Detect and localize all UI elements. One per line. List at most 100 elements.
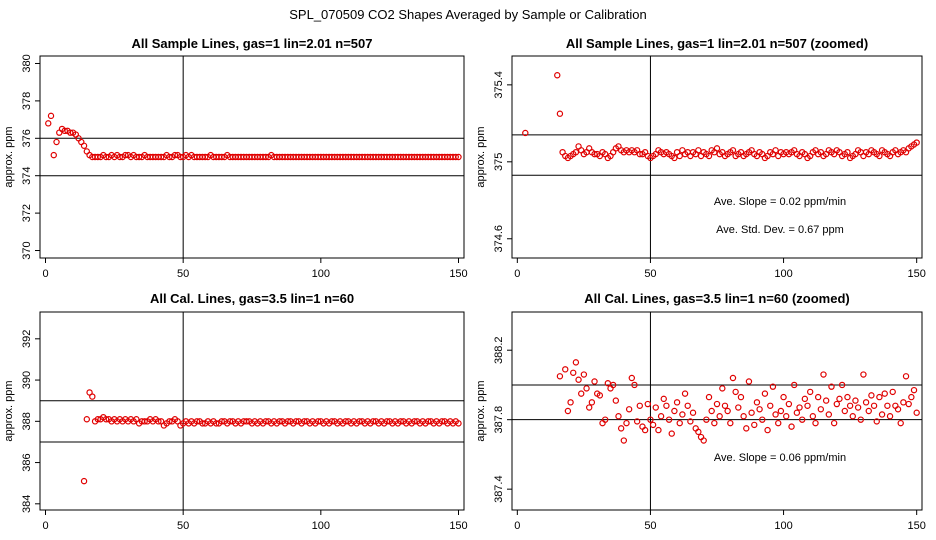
plot-frame xyxy=(39,55,465,259)
data-point xyxy=(652,404,659,411)
data-point xyxy=(166,153,173,161)
data-point xyxy=(822,397,830,404)
data-point xyxy=(141,418,148,425)
data-point xyxy=(135,153,143,161)
data-point xyxy=(620,437,628,444)
data-point xyxy=(878,411,886,418)
data-point xyxy=(397,418,404,425)
data-point xyxy=(218,418,225,425)
data-point xyxy=(218,153,225,161)
data-point xyxy=(772,147,779,154)
panel-cal-lines-zoomed: All Cal. Lines, gas=3.5 lin=1 n=60 (zoom… xyxy=(475,291,926,532)
data-point xyxy=(737,393,745,401)
x-tick-label: 150 xyxy=(907,520,925,532)
panel-title: All Cal. Lines, gas=3.5 lin=1 n=60 xyxy=(150,291,354,306)
data-point xyxy=(679,411,686,418)
data-point xyxy=(655,426,662,434)
data-point xyxy=(838,381,846,389)
x-tick-label: 0 xyxy=(514,268,520,280)
data-point xyxy=(801,395,809,403)
data-point xyxy=(764,426,771,434)
data-point xyxy=(849,413,856,420)
data-point xyxy=(572,148,580,156)
data-point xyxy=(761,390,769,397)
y-tick-label: 390 xyxy=(21,371,33,389)
y-tick-label: 376 xyxy=(21,129,33,147)
data-point xyxy=(884,402,891,409)
data-point xyxy=(721,402,729,409)
data-point xyxy=(567,399,574,406)
data-point xyxy=(711,419,718,427)
y-tick-label: 374 xyxy=(21,167,33,185)
data-point xyxy=(798,416,806,423)
data-point xyxy=(61,127,68,135)
data-point xyxy=(817,406,825,413)
data-point xyxy=(783,413,790,420)
plot-frame xyxy=(39,311,465,511)
data-point xyxy=(644,400,651,408)
data-point xyxy=(748,409,755,416)
data-point xyxy=(80,477,88,485)
data-point xyxy=(732,388,739,396)
data-point xyxy=(724,407,731,415)
data-point xyxy=(841,407,848,415)
data-point xyxy=(596,392,604,399)
data-point xyxy=(745,378,753,385)
data-point xyxy=(80,142,88,149)
x-tick-label: 100 xyxy=(312,268,330,280)
data-point xyxy=(369,418,377,425)
data-point xyxy=(455,153,462,161)
data-point xyxy=(663,402,670,409)
data-point xyxy=(788,423,795,430)
data-point xyxy=(753,399,761,406)
data-point xyxy=(356,418,363,425)
data-point xyxy=(636,150,643,158)
data-point xyxy=(314,418,322,425)
x-tick-label: 0 xyxy=(42,520,48,532)
data-point xyxy=(102,153,110,161)
data-point xyxy=(411,418,418,425)
data-point xyxy=(562,366,569,373)
data-point xyxy=(116,153,124,161)
data-point xyxy=(671,154,678,162)
y-axis-label: approx. ppm xyxy=(3,380,15,441)
data-point xyxy=(601,416,609,423)
panel-sample-lines-zoomed: All Sample Lines, gas=1 lin=2.01 n=507 (… xyxy=(475,36,926,280)
data-point xyxy=(820,371,827,378)
data-point xyxy=(89,393,96,400)
plot-frame xyxy=(511,55,923,259)
data-point xyxy=(689,409,697,416)
data-point xyxy=(751,421,758,429)
data-point xyxy=(45,120,52,127)
data-point xyxy=(727,419,734,427)
data-point xyxy=(647,416,654,423)
data-point xyxy=(836,395,843,403)
data-point xyxy=(625,406,633,413)
y-tick-label: 372 xyxy=(21,204,33,222)
data-point xyxy=(83,416,91,423)
data-point xyxy=(876,152,883,160)
data-point xyxy=(825,411,833,418)
data-point xyxy=(889,388,896,396)
data-point xyxy=(171,151,179,159)
data-point xyxy=(122,151,129,159)
data-point xyxy=(713,400,721,408)
x-tick-label: 100 xyxy=(774,520,792,532)
data-point xyxy=(777,407,785,415)
plot-frame xyxy=(511,311,923,511)
data-point xyxy=(804,402,811,409)
x-tick-label: 50 xyxy=(644,520,656,532)
y-tick-label: 375 xyxy=(493,153,505,171)
data-point xyxy=(342,418,349,425)
data-point xyxy=(262,418,269,425)
data-point xyxy=(276,418,283,425)
data-point xyxy=(735,404,742,411)
data-point xyxy=(740,413,747,420)
data-point xyxy=(588,399,596,406)
data-point xyxy=(617,425,625,432)
data-point xyxy=(615,413,622,420)
data-point xyxy=(262,153,269,161)
data-point xyxy=(833,400,841,408)
y-axis-label: approx. ppm xyxy=(475,380,487,441)
data-point xyxy=(865,407,872,415)
